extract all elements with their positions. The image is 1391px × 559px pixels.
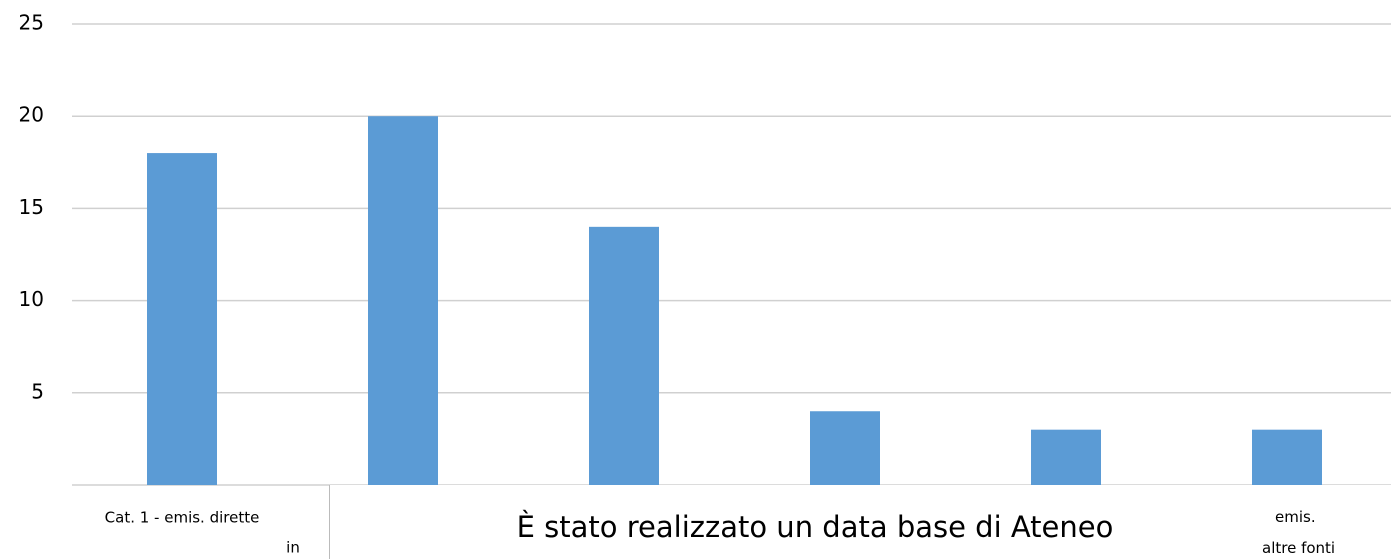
- bar: [810, 411, 880, 485]
- x-tick-label: Cat. 1 - emis. dirette: [105, 509, 260, 527]
- bar: [1252, 429, 1322, 485]
- overlay-text: È stato realizzato un data base di Atene…: [517, 510, 1114, 544]
- y-tick-label: 10: [19, 287, 44, 311]
- y-tick-label: 15: [19, 195, 44, 219]
- x-tick-label: in: [286, 539, 300, 557]
- y-tick-label: 25: [19, 11, 44, 35]
- bar: [1031, 429, 1101, 485]
- bar: [147, 153, 217, 485]
- plot: 5 10 15 20 25 Cat. 1 - emis. dirette: [19, 11, 1391, 527]
- bar: [368, 116, 438, 485]
- overlay-box: [329, 485, 1391, 559]
- x-tick-label: emis. altre fonti: [1262, 508, 1335, 557]
- y-tick-label: 20: [19, 103, 44, 127]
- y-tick-label: 5: [31, 379, 44, 403]
- bar: [589, 226, 659, 485]
